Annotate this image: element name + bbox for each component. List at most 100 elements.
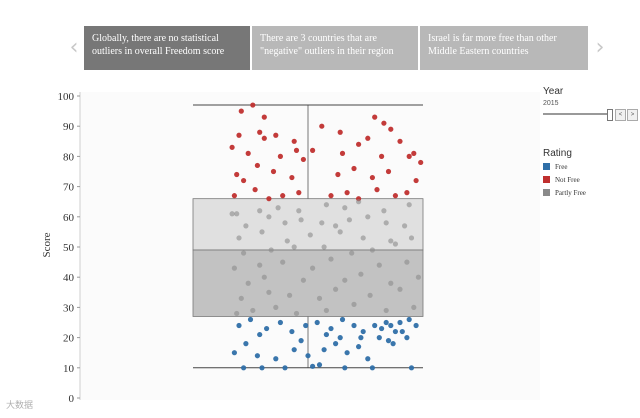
data-point-free — [383, 319, 389, 326]
data-point-partly-free — [238, 295, 244, 301]
data-point-partly-free — [381, 208, 387, 214]
data-point-partly-free — [342, 277, 348, 283]
data-point-not-free — [273, 132, 279, 138]
data-point-partly-free — [275, 205, 281, 211]
data-point-free — [328, 325, 334, 332]
data-point-partly-free — [365, 214, 371, 220]
y-tick-label: 70 — [63, 182, 75, 194]
data-point-partly-free — [349, 250, 355, 256]
data-point-not-free — [335, 171, 341, 178]
data-point-not-free — [404, 190, 410, 196]
y-tick-label: 20 — [63, 333, 75, 345]
year-slider[interactable]: < > — [543, 108, 638, 122]
next-story-arrow-icon[interactable]: › — [595, 35, 605, 60]
data-point-not-free — [234, 171, 240, 178]
data-point-partly-free — [356, 199, 362, 205]
data-point-partly-free — [333, 223, 339, 229]
data-point-not-free — [280, 193, 286, 199]
data-point-free — [413, 322, 419, 329]
data-point-partly-free — [323, 202, 329, 208]
data-point-not-free — [231, 193, 237, 199]
data-point-free — [241, 365, 247, 371]
data-point-not-free — [328, 193, 334, 199]
data-point-free — [316, 362, 323, 368]
data-point-free — [408, 365, 415, 371]
data-point-partly-free — [243, 223, 249, 229]
data-point-free — [376, 335, 382, 341]
previous-story-arrow-icon[interactable]: ‹ — [69, 35, 79, 60]
data-point-not-free — [236, 132, 242, 138]
data-point-not-free — [238, 108, 244, 114]
data-point-partly-free — [319, 220, 325, 226]
data-point-not-free — [344, 190, 350, 196]
legend-item-not-free[interactable]: Not Free — [543, 174, 638, 185]
data-point-free — [358, 335, 364, 341]
data-point-partly-free — [415, 274, 421, 280]
data-point-partly-free — [323, 307, 329, 314]
data-point-not-free — [379, 153, 385, 159]
data-point-not-free — [300, 156, 306, 163]
data-point-free — [243, 341, 249, 347]
data-point-not-free — [388, 126, 394, 132]
data-point-free — [379, 325, 385, 332]
legend-item-partly-free[interactable]: Partly Free — [543, 187, 638, 198]
y-axis-title: Score — [41, 232, 53, 257]
year-slider-thumb[interactable] — [607, 109, 613, 121]
filter-panel: Year 2015 < > Rating Free Not Free Partly … — [543, 86, 638, 198]
data-point-free — [365, 356, 371, 362]
data-point-partly-free — [261, 274, 267, 280]
data-point-partly-free — [280, 259, 286, 265]
data-point-partly-free — [310, 265, 316, 271]
data-point-partly-free — [257, 262, 263, 268]
data-point-free — [298, 338, 304, 344]
data-point-partly-free — [257, 208, 263, 214]
data-point-free — [360, 328, 366, 335]
data-point-free — [273, 356, 279, 362]
data-point-not-free — [339, 150, 346, 156]
data-point-free — [337, 335, 343, 341]
data-point-free — [231, 350, 237, 356]
data-point-free — [257, 331, 263, 338]
legend-label: Free — [555, 162, 568, 171]
data-point-partly-free — [397, 286, 403, 292]
data-point-not-free — [365, 135, 371, 141]
data-point-partly-free — [360, 235, 366, 241]
story-point-israel[interactable]: Israel is far more free than other Middl… — [420, 26, 590, 70]
data-point-not-free — [418, 159, 424, 166]
data-point-partly-free — [367, 292, 373, 298]
data-point-partly-free — [300, 277, 306, 283]
data-point-not-free — [296, 190, 302, 196]
legend-item-free[interactable]: Free — [543, 161, 638, 172]
data-point-free — [404, 335, 410, 341]
data-point-free — [397, 319, 403, 326]
rating-legend-title: Rating — [543, 148, 572, 159]
data-point-not-free — [381, 120, 387, 126]
data-point-not-free — [254, 162, 260, 169]
y-tick-label: 90 — [63, 121, 75, 133]
data-point-partly-free — [259, 229, 265, 235]
data-point-free — [259, 365, 265, 371]
data-point-free — [254, 353, 260, 359]
legend-swatch — [543, 163, 550, 170]
year-next-button[interactable]: > — [627, 109, 638, 121]
data-point-partly-free — [388, 238, 394, 244]
data-point-free — [351, 322, 357, 329]
year-prev-button[interactable]: < — [615, 109, 626, 121]
y-tick-label: 80 — [63, 151, 75, 163]
data-point-not-free — [374, 187, 380, 193]
data-point-partly-free — [383, 307, 389, 314]
data-point-partly-free — [241, 250, 247, 256]
data-point-not-free — [337, 129, 343, 135]
data-point-partly-free — [236, 235, 242, 241]
data-point-not-free — [319, 123, 325, 129]
data-point-free — [339, 316, 346, 323]
data-point-not-free — [397, 138, 403, 144]
year-slider-track[interactable] — [543, 113, 609, 115]
data-point-not-free — [413, 177, 419, 184]
legend-label: Not Free — [555, 175, 580, 184]
story-point-outliers-global[interactable]: Globally, there are no statistical outli… — [84, 26, 252, 70]
story-point-negative-outliers[interactable]: There are 3 countries that are "negative… — [252, 26, 420, 70]
data-point-partly-free — [298, 217, 304, 223]
data-point-partly-free — [376, 262, 382, 268]
